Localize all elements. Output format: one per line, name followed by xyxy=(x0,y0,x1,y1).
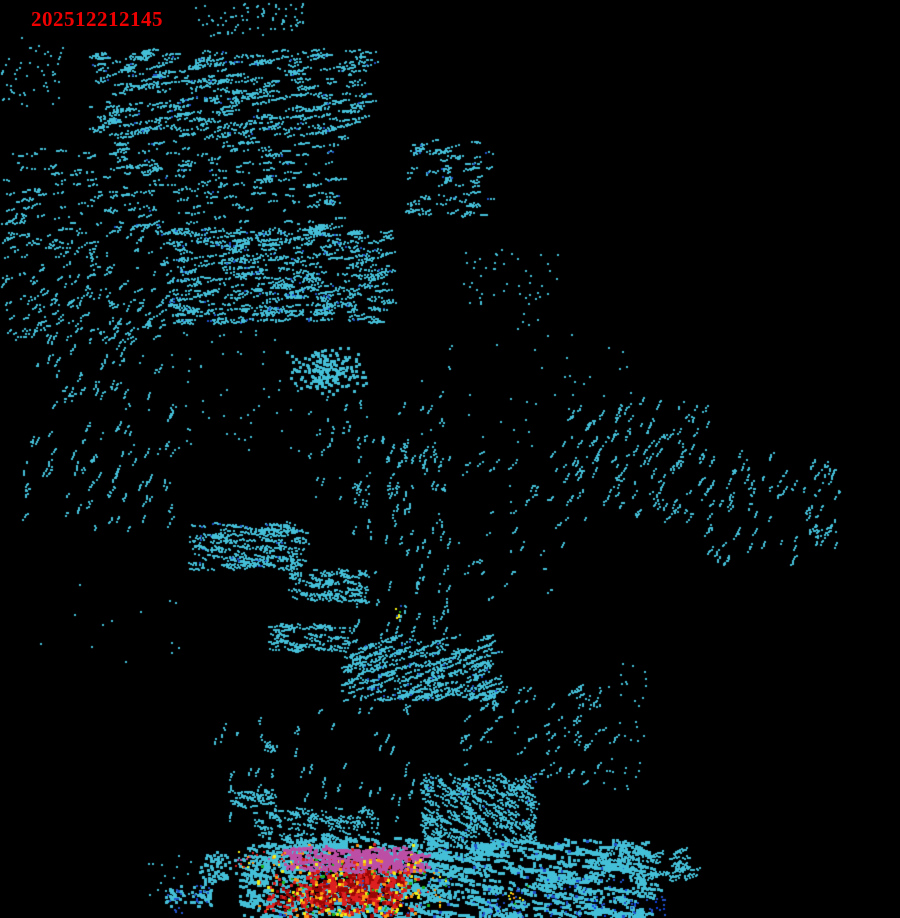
timestamp-label: 202512212145 xyxy=(31,7,163,31)
